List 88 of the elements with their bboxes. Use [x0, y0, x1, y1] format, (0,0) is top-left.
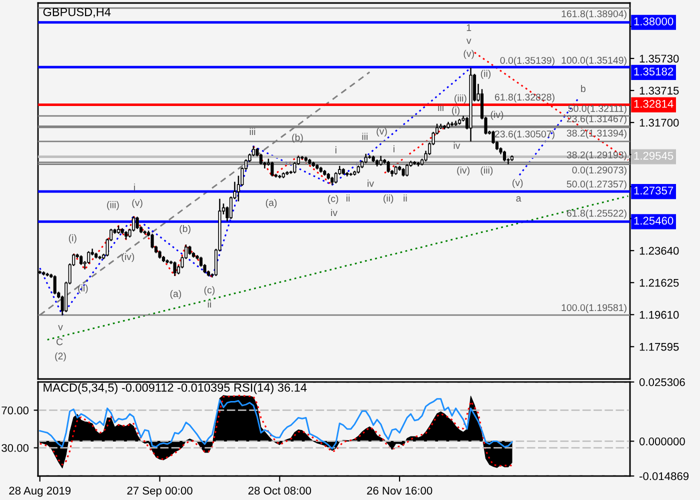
line-series — [39, 398, 513, 450]
annotation: 100.0(1.19581) — [562, 304, 626, 314]
annotation: iii — [438, 104, 444, 112]
ref-line-label: 1.32814 — [634, 100, 674, 108]
y2-tick-label: 30.00 — [2, 444, 29, 452]
y-tick-label: 1.23640 — [640, 246, 679, 255]
candlestick — [502, 150, 506, 162]
y-tick-label: 1.17595 — [640, 342, 679, 351]
annotation: 38.2(1.29193) — [566, 151, 626, 160]
annotation: ii — [346, 194, 350, 202]
chart-title: MACD(5,34,5) -0.009112 -0.010395 RSI(14) 36.14 — [44, 383, 307, 394]
annotation: v — [58, 325, 63, 330]
annotation: 1 — [466, 24, 472, 32]
annotation: i — [134, 184, 135, 191]
candlestick — [386, 160, 390, 174]
x-tick-label: 28 Aug 2019 — [9, 486, 71, 497]
y-tick-label: 1.33715 — [640, 86, 679, 95]
annotation: 100.0(1.35149) — [562, 56, 626, 66]
annotation: (2) — [55, 352, 66, 362]
line-series — [252, 146, 333, 186]
annotation: (iv) — [122, 252, 134, 262]
ref-line-label: 1.35182 — [634, 68, 674, 76]
y-tick-label: 1.21625 — [640, 278, 679, 287]
annotation: (ii) — [78, 284, 88, 294]
annotation: 38.2(1.31394) — [566, 129, 626, 139]
annotation: (a) — [170, 290, 182, 300]
annotation: 50.0(1.27357) — [566, 180, 626, 190]
annotation: (iii) — [107, 201, 119, 210]
x-tick-label: 28 Oct 08:00 — [248, 486, 312, 495]
annotation: 161.8(1.38904) — [562, 10, 626, 20]
ref-line-label: 1.25460 — [634, 216, 674, 225]
annotation: (v) — [512, 178, 523, 188]
annotation: iii — [362, 132, 368, 140]
annotation: 23.6(1.31467) — [566, 115, 626, 124]
candlestick — [136, 216, 139, 230]
x-tick-label: 27 Sep 00:00 — [127, 486, 192, 497]
candlestick — [379, 155, 382, 166]
annotation: v — [466, 38, 472, 44]
annotation: 61.8(1.25522) — [566, 210, 626, 219]
annotation: (i) — [452, 106, 460, 116]
annotation: (iii) — [480, 166, 493, 176]
annotation: (a) — [266, 198, 277, 208]
annotation: i — [335, 146, 336, 154]
annotation: (ii) — [384, 194, 394, 204]
annotation: (b) — [292, 134, 303, 143]
y-tick-label: 1.31700 — [640, 118, 679, 127]
annotation: iv — [368, 180, 374, 187]
annotation: 0.0(1.35139) — [500, 56, 554, 66]
annotation: (iv) — [457, 166, 470, 176]
y-tick-label: 0.025306 — [639, 378, 685, 386]
ref-line-label: 1.27357 — [634, 186, 674, 195]
y-tick-label: 1.19610 — [640, 310, 679, 319]
annotation: 0.0(1.29073) — [572, 166, 626, 176]
candlestick — [173, 260, 176, 277]
annotation: ii — [404, 194, 407, 202]
candlestick — [270, 161, 274, 178]
y2-tick-label: 70.00 — [2, 406, 29, 414]
annotation: (v) — [132, 198, 142, 208]
annotation: iv — [331, 208, 338, 216]
annotation: (ii) — [480, 70, 491, 79]
annotation: 61.8(1.32828) — [494, 93, 554, 102]
annotation: iii — [250, 128, 256, 136]
annotation: iv — [454, 142, 460, 149]
x-tick-label: 26 Nov 16:00 — [367, 486, 432, 495]
candlestick — [80, 254, 83, 266]
ref-line-label: 1.29545 — [634, 152, 674, 160]
candlestick — [406, 164, 409, 178]
candlestick — [150, 233, 154, 249]
chart-title: GBPUSD,H4 — [43, 8, 111, 18]
y-tick-label: -0.014869 — [640, 472, 689, 480]
candlestick — [364, 153, 368, 164]
annotation: ii — [208, 300, 211, 308]
annotation: (v) — [376, 127, 387, 137]
annotation: 50.0(1.32111) — [568, 104, 626, 114]
y-tick-label: 0.000000 — [639, 437, 685, 446]
y-tick-label: 1.35730 — [640, 54, 679, 63]
annotation: (c) — [204, 286, 215, 296]
candlestick — [53, 274, 56, 295]
ref-line-label: 1.38000 — [634, 18, 674, 26]
annotation: b — [581, 84, 586, 92]
annotation: C — [56, 338, 63, 346]
annotation: (v) — [464, 50, 474, 59]
annotation: (c) — [328, 194, 338, 204]
annotation: 23.6(1.30507) — [494, 130, 554, 140]
annotation: (iii) — [454, 94, 466, 104]
annotation: (i) — [68, 234, 76, 244]
annotation: a — [516, 196, 522, 202]
annotation: (b) — [180, 224, 190, 234]
